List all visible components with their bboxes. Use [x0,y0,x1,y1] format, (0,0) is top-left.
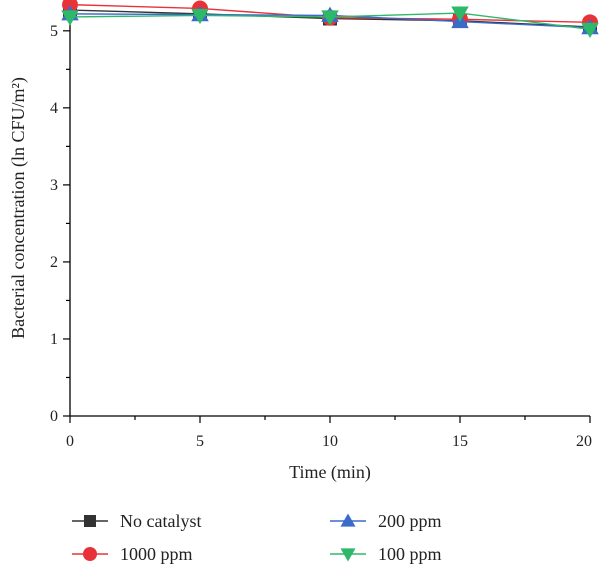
data-point [321,10,339,26]
legend-marker [83,547,97,561]
y-tick-label: 1 [50,331,58,348]
y-tick-label: 3 [50,177,58,194]
legend-item: 200 ppm [330,511,442,531]
plot-area: 0 5 10 15 20 0 1 2 3 4 5 [50,0,599,450]
legend-marker [340,548,356,562]
x-tick-label: 10 [322,433,338,450]
x-axis-title: Time (min) [289,462,371,483]
y-tick-label: 2 [50,254,58,271]
legend-label: 200 ppm [378,511,442,531]
legend-label: 1000 ppm [120,544,193,564]
legend: No catalyst 1000 ppm 200 ppm 100 ppm [72,511,442,564]
x-tick-label: 0 [66,433,74,450]
y-tick-label: 5 [50,23,58,40]
y-axis-title: Bacterial concentration (ln CFU/m²) [8,77,29,339]
series-layer [61,0,599,39]
y-tick-label: 4 [50,100,58,117]
legend-marker [340,513,356,527]
data-point [581,22,599,39]
legend-item: 1000 ppm [72,544,193,564]
y-ticks: 0 1 2 3 4 5 [50,23,70,425]
y-tick-label: 0 [50,408,58,425]
x-tick-label: 20 [576,433,592,450]
legend-label: No catalyst [120,511,201,531]
legend-marker [84,515,96,527]
data-point [61,10,79,26]
x-tick-label: 15 [452,433,468,450]
x-ticks: 0 5 10 15 20 [66,416,592,450]
data-point [451,6,469,22]
legend-label: 100 ppm [378,544,442,564]
legend-item: No catalyst [72,511,201,531]
legend-item: 100 ppm [330,544,442,564]
series-100-ppm [61,6,599,39]
x-tick-label: 5 [196,433,204,450]
data-point [191,8,209,25]
